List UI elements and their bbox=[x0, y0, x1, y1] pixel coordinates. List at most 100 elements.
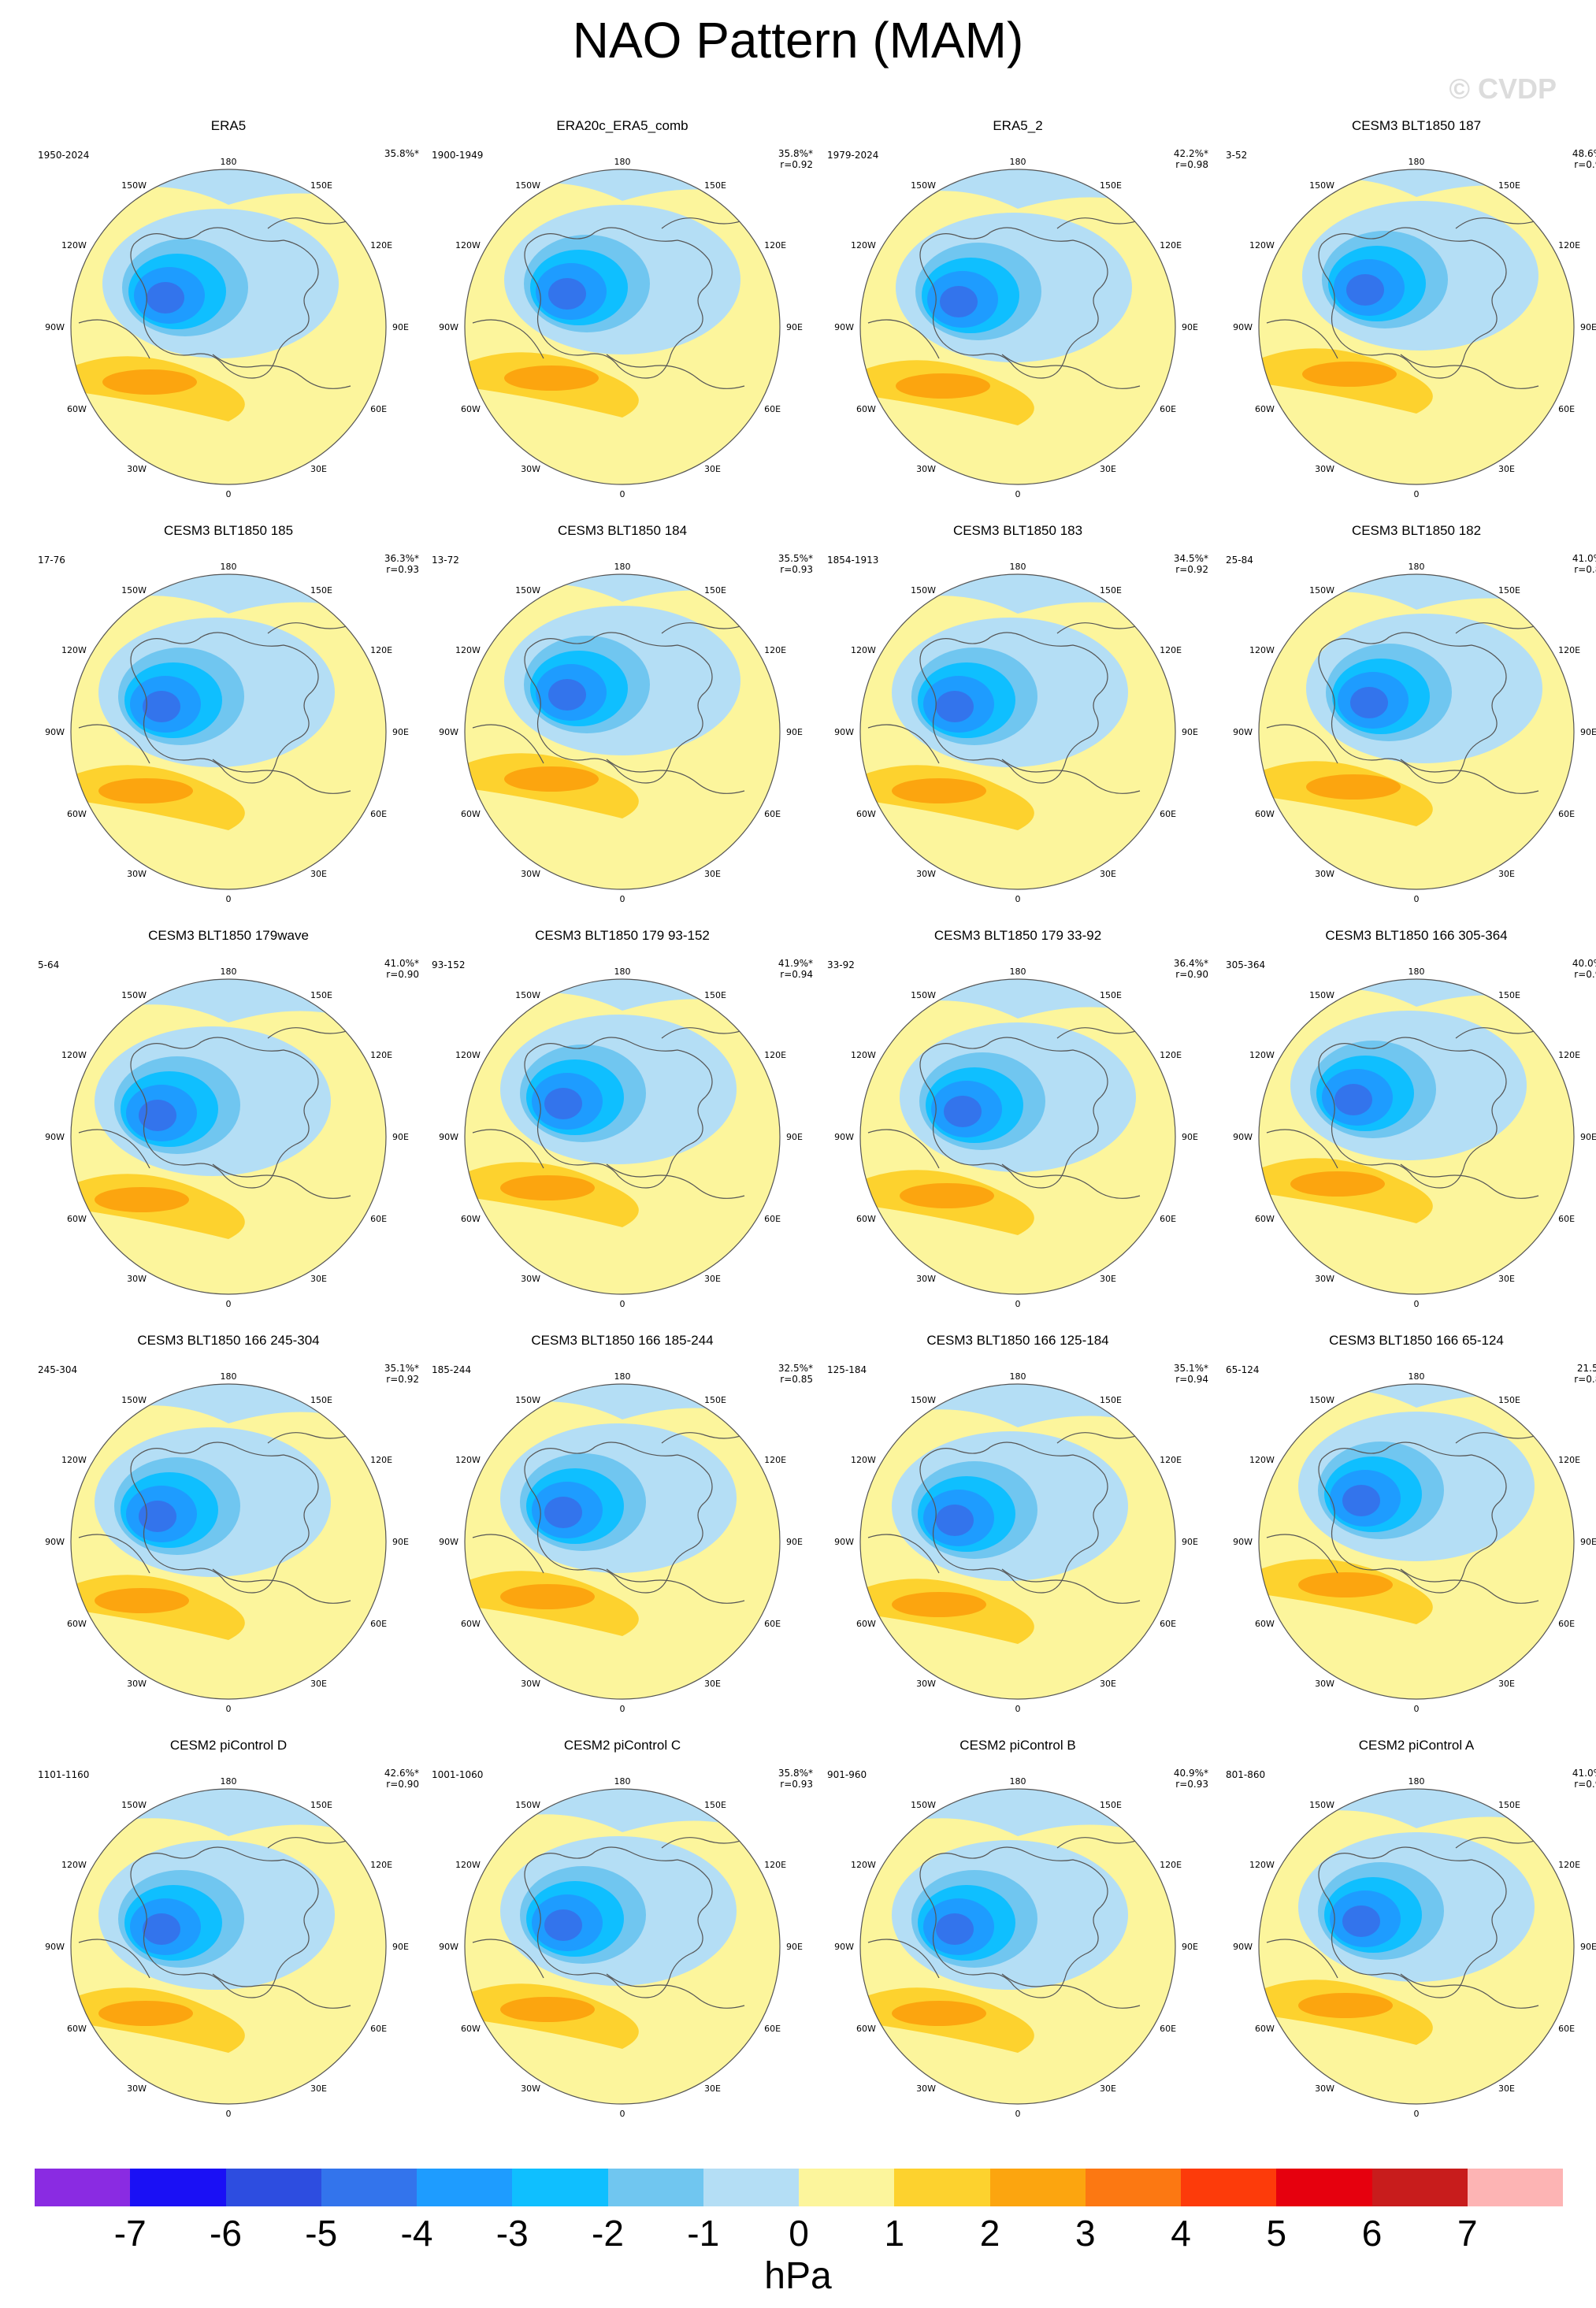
field-contour bbox=[95, 1187, 189, 1212]
longitude-label: 150E bbox=[1100, 180, 1122, 191]
colorbar-tick-label: 1 bbox=[884, 2213, 905, 2254]
map-border bbox=[464, 573, 781, 890]
longitude-label: 120E bbox=[370, 1455, 392, 1465]
variance-explained: 21.5% bbox=[1576, 1363, 1596, 1374]
field-contour bbox=[936, 1505, 974, 1536]
pattern-correlation: r=0.92 bbox=[386, 1374, 419, 1385]
field-contour bbox=[1302, 362, 1397, 387]
longitude-label: 180 bbox=[1409, 157, 1425, 167]
longitude-label: 150E bbox=[704, 180, 726, 191]
longitude-label: 60E bbox=[370, 809, 387, 819]
panel-stats: 41.0%* r=0.90 bbox=[384, 958, 419, 980]
longitude-label: 60E bbox=[764, 809, 781, 819]
longitude-label: 90E bbox=[392, 1132, 409, 1142]
panel-title: CESM3 BLT1850 187 bbox=[1351, 118, 1482, 133]
longitude-label: 60W bbox=[1255, 2024, 1275, 2034]
panel-period: 33-92 bbox=[827, 959, 855, 970]
field-contour bbox=[139, 1100, 176, 1131]
longitude-label: 90E bbox=[786, 1942, 803, 1952]
field-contour bbox=[548, 679, 586, 711]
pattern-correlation: r=0.90 bbox=[386, 1779, 419, 1790]
map-panel: ERA5_2 1979-2024 42.2%* r=0.98 180 0 150W 120W 9… bbox=[821, 118, 1215, 520]
longitude-label: 150W bbox=[1309, 585, 1334, 596]
longitude-label: 180 bbox=[1010, 157, 1026, 167]
coastline bbox=[1266, 1430, 1547, 1604]
longitude-label: 60W bbox=[856, 1619, 876, 1629]
longitude-label: 90W bbox=[1233, 727, 1253, 737]
longitude-label: 60E bbox=[370, 404, 387, 414]
coastline bbox=[472, 621, 753, 794]
longitude-label: 60W bbox=[856, 1214, 876, 1224]
longitude-label: 0 bbox=[620, 1704, 625, 1714]
longitude-label: 120E bbox=[1160, 645, 1182, 655]
polar-map: 180 0 150W 120W 90W 60W 30W 150E 120E 90E 60E 30E bbox=[439, 562, 803, 904]
map-panel: CESM3 BLT1850 179 33-92 33-92 36.4%* r=0.90… bbox=[821, 928, 1215, 1330]
colorbar-swatch bbox=[1467, 2169, 1563, 2206]
variance-explained: 42.2%* bbox=[1173, 148, 1208, 159]
longitude-label: 30E bbox=[1498, 464, 1515, 474]
panel-title: CESM2 piControl D bbox=[169, 1738, 288, 1753]
longitude-label: 150E bbox=[1498, 990, 1520, 1000]
longitude-label: 120E bbox=[370, 1860, 392, 1870]
variance-explained: 35.1%* bbox=[384, 1363, 419, 1374]
map-panel: CESM2 piControl B 901-960 40.9%* r=0.93 180 0… bbox=[821, 1738, 1215, 2139]
panel-period: 1900-1949 bbox=[432, 150, 484, 161]
panel-period: 1001-1060 bbox=[432, 1769, 484, 1780]
panel-period: 65-124 bbox=[1226, 1364, 1260, 1375]
panel-stats: 36.4%* r=0.90 bbox=[1174, 958, 1208, 980]
longitude-label: 90E bbox=[1182, 727, 1198, 737]
longitude-label: 150W bbox=[911, 1800, 936, 1810]
longitude-label: 90W bbox=[45, 1537, 65, 1547]
longitude-label: 90E bbox=[786, 727, 803, 737]
polar-map: 180 0 150W 120W 90W 60W 30W 150E 120E 90E 60E 30E bbox=[834, 967, 1198, 1309]
polar-map: 180 0 150W 120W 90W 60W 30W 150E 120E 90E 60E 30E bbox=[45, 562, 409, 904]
colorbar-swatch bbox=[417, 2169, 513, 2206]
panel-title: CESM3 BLT1850 166 125-184 bbox=[926, 1333, 1109, 1348]
coastline bbox=[919, 632, 1108, 784]
longitude-label: 90W bbox=[439, 1942, 458, 1952]
map-border bbox=[70, 978, 387, 1295]
map-panel: ERA5 1950-2024 35.8%* 180 0 150W 120W 90W 60W 30W… bbox=[32, 118, 425, 520]
coastline bbox=[867, 1835, 1149, 2009]
longitude-label: 0 bbox=[620, 1299, 625, 1309]
field-contour bbox=[1342, 1485, 1380, 1516]
coastline bbox=[524, 1442, 713, 1594]
longitude-label: 150W bbox=[911, 1395, 936, 1405]
panel-title: CESM2 piControl A bbox=[1358, 1738, 1475, 1753]
panel-stats: 35.5%* r=0.93 bbox=[778, 553, 813, 575]
longitude-label: 30E bbox=[704, 1274, 721, 1284]
longitude-label: 60W bbox=[461, 404, 481, 414]
longitude-label: 120W bbox=[851, 1860, 876, 1870]
longitude-label: 150W bbox=[911, 180, 936, 191]
longitude-label: 30E bbox=[704, 2084, 721, 2094]
coastline bbox=[78, 216, 359, 389]
longitude-label: 90E bbox=[786, 1132, 803, 1142]
variance-explained: 48.6%* bbox=[1572, 148, 1596, 159]
longitude-label: 60W bbox=[856, 2024, 876, 2034]
coastline bbox=[1318, 1037, 1507, 1189]
longitude-label: 30E bbox=[310, 1679, 327, 1689]
map-panel: CESM3 BLT1850 185 17-76 36.3%* r=0.93 180 0 15… bbox=[32, 523, 425, 925]
coastline bbox=[867, 1026, 1149, 1199]
panel-stats: 21.5%r=0.87 bbox=[1574, 1363, 1596, 1385]
longitude-label: 150W bbox=[121, 585, 147, 596]
longitude-label: 30W bbox=[127, 869, 147, 879]
colorbar-swatch bbox=[1181, 2169, 1277, 2206]
map-panel: CESM3 BLT1850 183 1854-1913 34.5%* r=0.92 18… bbox=[821, 523, 1215, 925]
field-negative-north bbox=[860, 1384, 1175, 1451]
panel-title: CESM3 BLT1850 184 bbox=[557, 523, 688, 538]
map-border bbox=[70, 169, 387, 485]
longitude-label: 150E bbox=[310, 1395, 332, 1405]
longitude-label: 180 bbox=[1409, 1371, 1425, 1382]
map-panel: CESM3 BLT1850 166 185-244 185-244 32.5%* r=… bbox=[425, 1333, 819, 1735]
longitude-label: 60E bbox=[1558, 2024, 1575, 2034]
map-border bbox=[859, 169, 1176, 485]
map-border bbox=[1258, 1788, 1575, 2105]
field-contour bbox=[500, 1584, 595, 1609]
map-border bbox=[464, 978, 781, 1295]
panel-period: 93-152 bbox=[432, 959, 466, 970]
longitude-label: 180 bbox=[614, 157, 631, 167]
longitude-label: 30W bbox=[1315, 869, 1334, 879]
pattern-correlation: r=0.85 bbox=[780, 1374, 813, 1385]
coastline bbox=[1318, 227, 1507, 379]
